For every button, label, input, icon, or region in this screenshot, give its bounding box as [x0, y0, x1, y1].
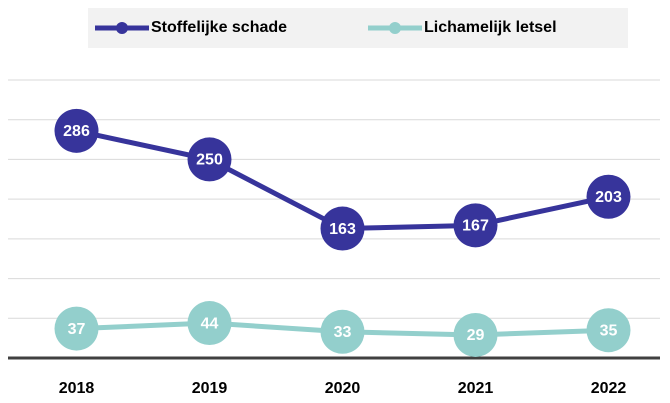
point	[453, 312, 498, 357]
point	[586, 174, 631, 219]
point	[54, 108, 99, 153]
point	[320, 206, 365, 251]
legend-marker	[116, 22, 128, 34]
point	[54, 306, 99, 351]
data-label: 250	[196, 152, 223, 169]
legend-label: Stoffelijke schade	[151, 19, 287, 36]
legend-label: Lichamelijk letsel	[424, 19, 557, 36]
data-label: 33	[334, 324, 352, 341]
data-label: 286	[63, 123, 90, 140]
x-tick-label: 2020	[325, 380, 361, 397]
point	[586, 308, 631, 353]
point	[187, 137, 232, 182]
point	[187, 301, 232, 346]
legend-marker	[389, 22, 401, 34]
data-label: 29	[467, 327, 485, 344]
point	[453, 203, 498, 248]
data-label: 37	[68, 321, 86, 338]
data-label: 167	[462, 218, 489, 235]
legend-box	[88, 8, 628, 48]
x-tick-label: 2018	[59, 380, 95, 397]
data-label: 203	[595, 189, 622, 206]
x-tick-label: 2019	[192, 380, 228, 397]
data-label: 163	[329, 221, 356, 238]
x-tick-label: 2021	[458, 380, 494, 397]
data-label: 44	[201, 315, 219, 332]
point	[320, 309, 365, 354]
x-tick-label: 2022	[591, 380, 627, 397]
data-label: 35	[600, 322, 618, 339]
